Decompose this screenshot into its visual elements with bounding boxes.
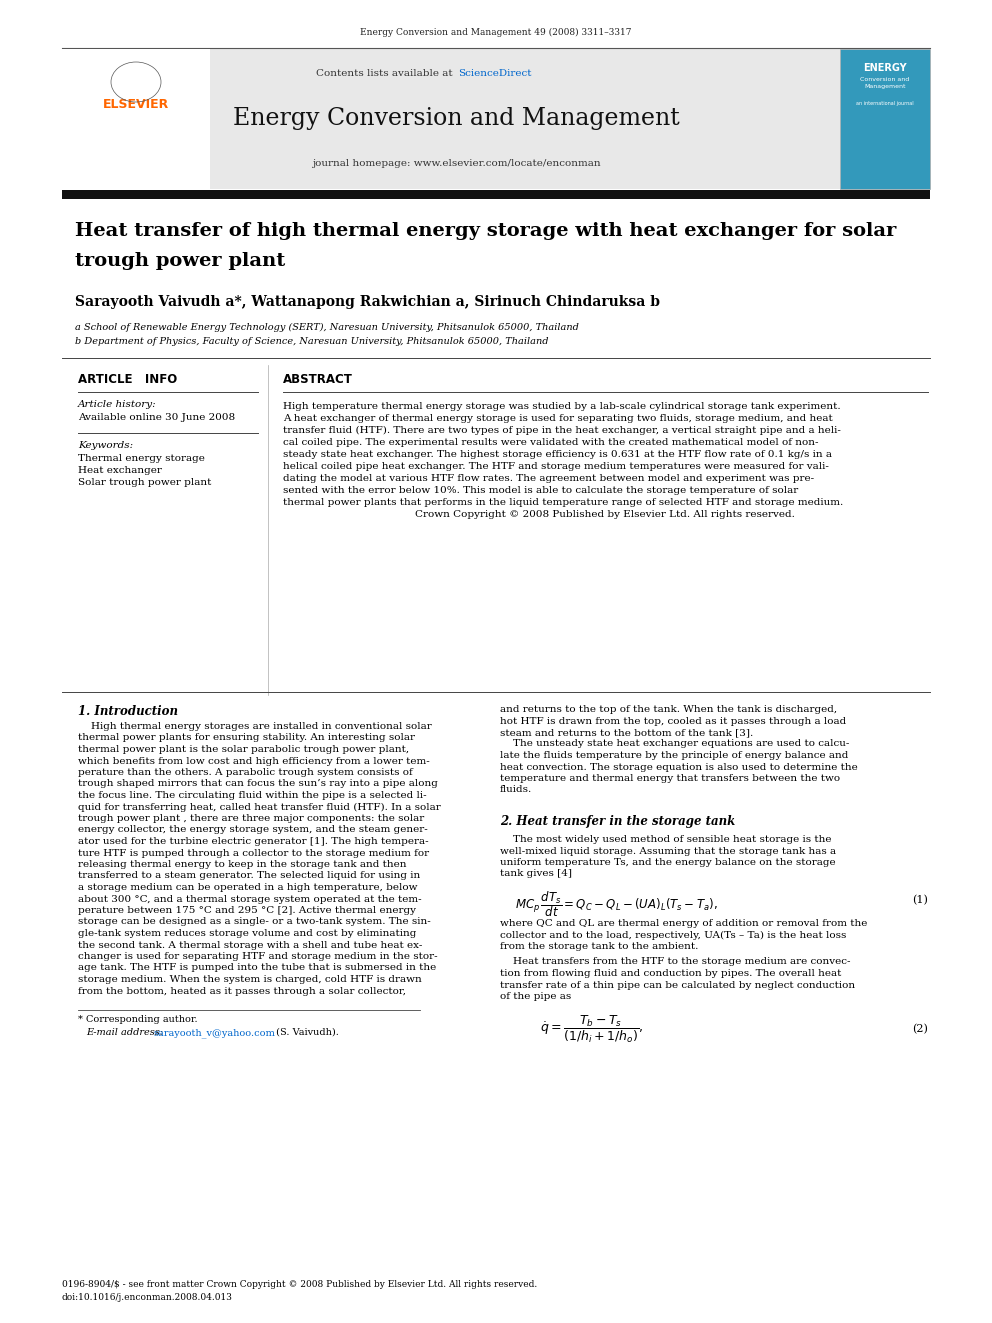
Text: perature between 175 °C and 295 °C [2]. Active thermal energy: perature between 175 °C and 295 °C [2]. … [78, 906, 416, 916]
Text: ARTICLE   INFO: ARTICLE INFO [78, 373, 178, 386]
Text: Heat exchanger: Heat exchanger [78, 466, 162, 475]
Text: 1. Introduction: 1. Introduction [78, 705, 178, 718]
Text: age tank. The HTF is pumped into the tube that is submersed in the: age tank. The HTF is pumped into the tub… [78, 963, 436, 972]
Text: hot HTF is drawn from the top, cooled as it passes through a load: hot HTF is drawn from the top, cooled as… [500, 717, 846, 725]
Text: from the bottom, heated as it passes through a solar collector,: from the bottom, heated as it passes thr… [78, 987, 406, 995]
Text: High thermal energy storages are installed in conventional solar: High thermal energy storages are install… [78, 722, 432, 732]
Text: Solar trough power plant: Solar trough power plant [78, 478, 211, 487]
Text: thermal power plant is the solar parabolic trough power plant,: thermal power plant is the solar parabol… [78, 745, 409, 754]
Text: gle-tank system reduces storage volume and cost by eliminating: gle-tank system reduces storage volume a… [78, 929, 417, 938]
Text: (S. Vaivudh).: (S. Vaivudh). [273, 1028, 339, 1037]
Text: * Corresponding author.: * Corresponding author. [78, 1015, 197, 1024]
Text: transfer rate of a thin pipe can be calculated by neglect conduction: transfer rate of a thin pipe can be calc… [500, 980, 855, 990]
Text: $MC_p\,\dfrac{dT_s}{dt} = Q_C - Q_L - (UA)_L(T_s - T_a),$: $MC_p\,\dfrac{dT_s}{dt} = Q_C - Q_L - (U… [515, 889, 718, 918]
Text: steady state heat exchanger. The highest storage efficiency is 0.631 at the HTF : steady state heat exchanger. The highest… [283, 450, 832, 459]
Text: b Department of Physics, Faculty of Science, Naresuan University, Phitsanulok 65: b Department of Physics, Faculty of Scie… [75, 337, 549, 347]
Text: cal coiled pipe. The experimental results were validated with the created mathem: cal coiled pipe. The experimental result… [283, 438, 818, 447]
Text: Article history:: Article history: [78, 400, 157, 409]
Text: steam and returns to the bottom of the tank [3].: steam and returns to the bottom of the t… [500, 728, 753, 737]
Text: quid for transferring heat, called heat transfer fluid (HTF). In a solar: quid for transferring heat, called heat … [78, 803, 440, 811]
Text: Contents lists available at: Contents lists available at [316, 69, 456, 78]
Text: Heat transfers from the HTF to the storage medium are convec-: Heat transfers from the HTF to the stora… [500, 958, 850, 967]
Text: ELSEVIER: ELSEVIER [103, 98, 169, 111]
Text: a School of Renewable Energy Technology (SERT), Naresuan University, Phitsanulok: a School of Renewable Energy Technology … [75, 323, 579, 332]
Text: Sarayooth Vaivudh a*, Wattanapong Rakwichian a, Sirinuch Chindaruksa b: Sarayooth Vaivudh a*, Wattanapong Rakwic… [75, 295, 660, 310]
Text: fluids.: fluids. [500, 786, 533, 795]
Text: of the pipe as: of the pipe as [500, 992, 571, 1002]
Text: ator used for the turbine electric generator [1]. The high tempera-: ator used for the turbine electric gener… [78, 837, 429, 845]
Text: Conversion and
Management: Conversion and Management [860, 78, 910, 89]
Text: ture HTF is pumped through a collector to the storage medium for: ture HTF is pumped through a collector t… [78, 848, 430, 857]
Text: trough power plant , there are three major components: the solar: trough power plant , there are three maj… [78, 814, 425, 823]
Text: Crown Copyright © 2008 Published by Elsevier Ltd. All rights reserved.: Crown Copyright © 2008 Published by Else… [415, 509, 795, 519]
Text: Energy Conversion and Management: Energy Conversion and Management [233, 106, 680, 130]
Text: ENERGY: ENERGY [863, 64, 907, 73]
Text: the second tank. A thermal storage with a shell and tube heat ex-: the second tank. A thermal storage with … [78, 941, 423, 950]
Text: High temperature thermal energy storage was studied by a lab-scale cylindrical s: High temperature thermal energy storage … [283, 402, 840, 411]
Text: The most widely used method of sensible heat storage is the: The most widely used method of sensible … [500, 835, 831, 844]
Text: 2. Heat transfer in the storage tank: 2. Heat transfer in the storage tank [500, 815, 735, 828]
Text: trough power plant: trough power plant [75, 251, 286, 270]
Text: thermal power plants that performs in the liquid temperature range of selected H: thermal power plants that performs in th… [283, 497, 843, 507]
Text: ABSTRACT: ABSTRACT [283, 373, 353, 386]
Text: Heat transfer of high thermal energy storage with heat exchanger for solar: Heat transfer of high thermal energy sto… [75, 222, 897, 239]
Text: transferred to a steam generator. The selected liquid for using in: transferred to a steam generator. The se… [78, 872, 421, 881]
Bar [62, 49, 840, 189]
Text: tank gives [4]: tank gives [4] [500, 869, 572, 878]
Text: temperature and thermal energy that transfers between the two: temperature and thermal energy that tran… [500, 774, 840, 783]
Text: sented with the error below 10%. This model is able to calculate the storage tem: sented with the error below 10%. This mo… [283, 486, 799, 495]
Bar [840, 49, 930, 189]
Text: (1): (1) [912, 894, 928, 905]
Text: energy collector, the energy storage system, and the steam gener-: energy collector, the energy storage sys… [78, 826, 428, 835]
Text: Available online 30 June 2008: Available online 30 June 2008 [78, 413, 235, 422]
Bar [62, 191, 930, 198]
Text: thermal power plants for ensuring stability. An interesting solar: thermal power plants for ensuring stabil… [78, 733, 415, 742]
Text: Thermal energy storage: Thermal energy storage [78, 454, 205, 463]
Text: which benefits from low cost and high efficiency from a lower tem-: which benefits from low cost and high ef… [78, 757, 430, 766]
Text: an international journal: an international journal [856, 101, 914, 106]
Text: Energy Conversion and Management 49 (2008) 3311–3317: Energy Conversion and Management 49 (200… [360, 28, 632, 37]
Text: collector and to the load, respectively, UA(Ts – Ta) is the heat loss: collector and to the load, respectively,… [500, 930, 846, 939]
Text: storage medium. When the system is charged, cold HTF is drawn: storage medium. When the system is charg… [78, 975, 422, 984]
Text: A heat exchanger of thermal energy storage is used for separating two fluids, st: A heat exchanger of thermal energy stora… [283, 414, 832, 423]
Text: doi:10.1016/j.enconman.2008.04.013: doi:10.1016/j.enconman.2008.04.013 [62, 1293, 233, 1302]
Text: changer is used for separating HTF and storage medium in the stor-: changer is used for separating HTF and s… [78, 953, 437, 960]
Text: about 300 °C, and a thermal storage system operated at the tem-: about 300 °C, and a thermal storage syst… [78, 894, 422, 904]
Text: late the fluids temperature by the principle of energy balance and: late the fluids temperature by the princ… [500, 751, 848, 759]
Text: ScienceDirect: ScienceDirect [458, 69, 532, 78]
Text: perature than the others. A parabolic trough system consists of: perature than the others. A parabolic tr… [78, 767, 413, 777]
Text: heat convection. The storage equation is also used to determine the: heat convection. The storage equation is… [500, 762, 858, 771]
Text: E-mail address:: E-mail address: [86, 1028, 163, 1037]
Text: $\dot{q} = \dfrac{T_b - T_s}{(1/h_i + 1/h_o)},$: $\dot{q} = \dfrac{T_b - T_s}{(1/h_i + 1/… [540, 1013, 644, 1045]
Text: uniform temperature Ts, and the energy balance on the storage: uniform temperature Ts, and the energy b… [500, 859, 835, 867]
Text: dating the model at various HTF flow rates. The agreement between model and expe: dating the model at various HTF flow rat… [283, 474, 814, 483]
Bar [62, 49, 210, 189]
Text: transfer fluid (HTF). There are two types of pipe in the heat exchanger, a verti: transfer fluid (HTF). There are two type… [283, 426, 841, 435]
Text: where QC and QL are thermal energy of addition or removal from the: where QC and QL are thermal energy of ad… [500, 919, 867, 927]
Text: helical coiled pipe heat exchanger. The HTF and storage medium temperatures were: helical coiled pipe heat exchanger. The … [283, 462, 829, 471]
Text: journal homepage: www.elsevier.com/locate/enconman: journal homepage: www.elsevier.com/locat… [311, 159, 600, 168]
Text: storage can be designed as a single- or a two-tank system. The sin-: storage can be designed as a single- or … [78, 917, 431, 926]
Text: Keywords:: Keywords: [78, 441, 133, 450]
Text: 0196-8904/$ - see front matter Crown Copyright © 2008 Published by Elsevier Ltd.: 0196-8904/$ - see front matter Crown Cop… [62, 1279, 538, 1289]
Text: a storage medium can be operated in a high temperature, below: a storage medium can be operated in a hi… [78, 882, 418, 892]
Text: tion from flowing fluid and conduction by pipes. The overall heat: tion from flowing fluid and conduction b… [500, 968, 841, 978]
Text: and returns to the top of the tank. When the tank is discharged,: and returns to the top of the tank. When… [500, 705, 837, 714]
Text: sarayooth_v@yahoo.com: sarayooth_v@yahoo.com [153, 1028, 275, 1037]
Text: the focus line. The circulating fluid within the pipe is a selected li-: the focus line. The circulating fluid wi… [78, 791, 427, 800]
Text: (2): (2) [912, 1024, 928, 1033]
Text: The unsteady state heat exchanger equations are used to calcu-: The unsteady state heat exchanger equati… [500, 740, 849, 749]
Text: releasing thermal energy to keep in the storage tank and then: releasing thermal energy to keep in the … [78, 860, 407, 869]
Text: trough shaped mirrors that can focus the sun’s ray into a pipe along: trough shaped mirrors that can focus the… [78, 779, 437, 789]
Text: well-mixed liquid storage. Assuming that the storage tank has a: well-mixed liquid storage. Assuming that… [500, 847, 836, 856]
Text: from the storage tank to the ambient.: from the storage tank to the ambient. [500, 942, 698, 951]
